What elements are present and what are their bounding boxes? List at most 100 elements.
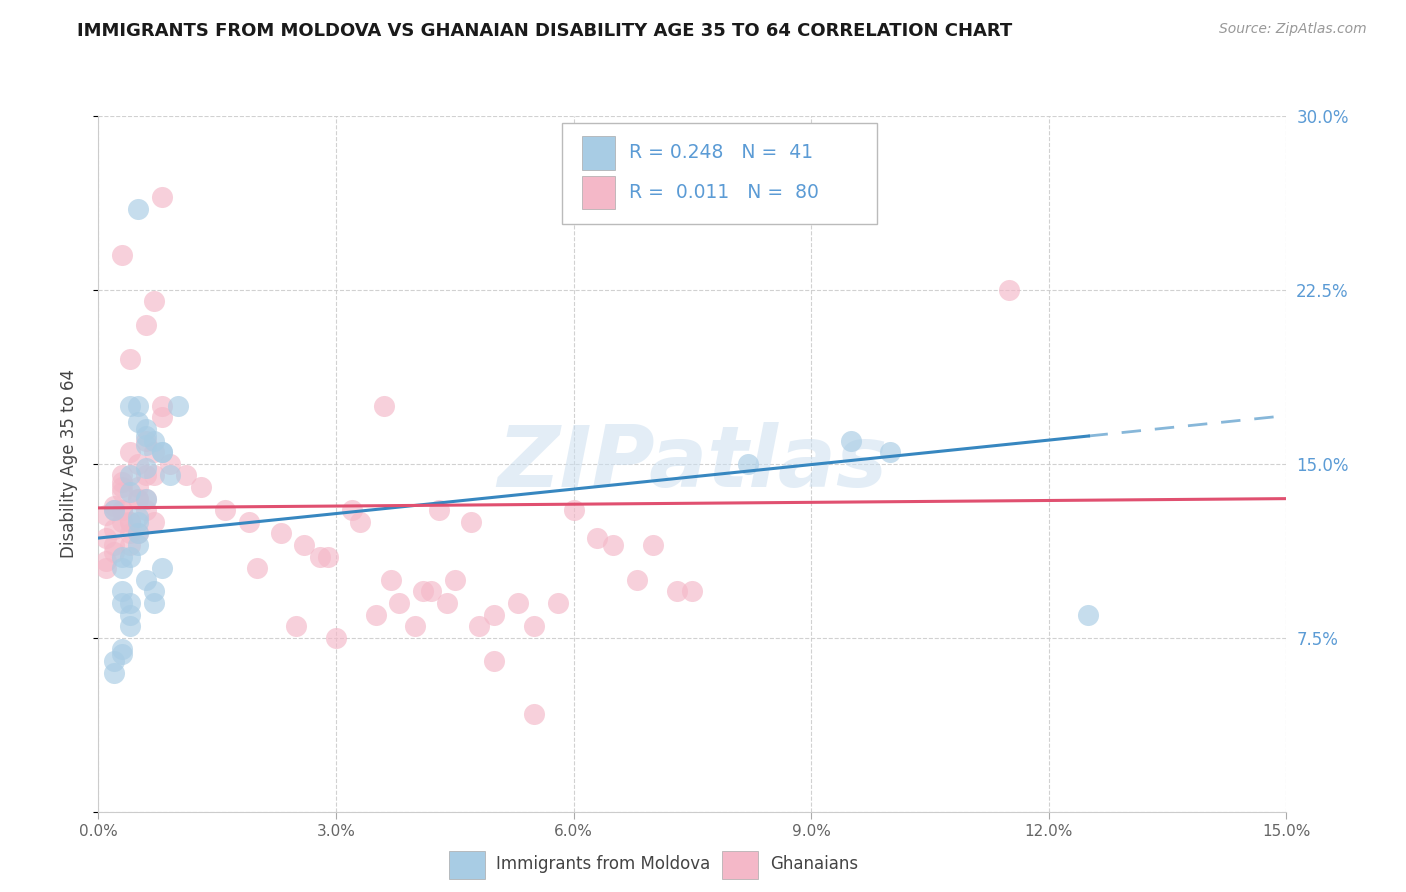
Y-axis label: Disability Age 35 to 64: Disability Age 35 to 64 <box>59 369 77 558</box>
Point <box>120 445 142 459</box>
Point <box>484 607 506 622</box>
Point <box>285 619 308 633</box>
Point <box>523 707 546 722</box>
Text: Ghanaians: Ghanaians <box>769 855 858 873</box>
Point <box>120 399 142 413</box>
Point <box>436 596 458 610</box>
Point <box>641 538 664 552</box>
Point <box>127 415 149 429</box>
Point <box>96 531 118 545</box>
Point <box>120 352 142 367</box>
Point <box>142 515 165 529</box>
Point <box>420 584 443 599</box>
Point <box>120 549 142 564</box>
Point <box>111 549 134 564</box>
Point <box>150 410 173 425</box>
Point <box>166 399 188 413</box>
Point <box>135 422 157 436</box>
Point <box>127 399 149 413</box>
Point <box>103 522 125 536</box>
Point <box>150 445 173 459</box>
Point <box>120 619 142 633</box>
Point <box>467 619 489 633</box>
Point <box>127 457 149 471</box>
Point <box>111 642 134 657</box>
Point <box>508 596 530 610</box>
Text: R = 0.248   N =  41: R = 0.248 N = 41 <box>630 144 814 162</box>
Point <box>142 584 165 599</box>
Bar <box>582 176 616 210</box>
Point <box>349 515 371 529</box>
Point <box>135 491 157 506</box>
Point <box>127 480 149 494</box>
Point <box>120 515 142 529</box>
Point <box>380 573 402 587</box>
Point <box>111 468 134 483</box>
Point <box>120 607 142 622</box>
Point <box>135 438 157 452</box>
Point <box>316 549 339 564</box>
Point <box>135 318 157 332</box>
Point <box>103 503 125 517</box>
Point <box>127 202 149 216</box>
Point <box>270 526 292 541</box>
Point <box>111 647 134 661</box>
Point <box>150 190 173 204</box>
Point <box>602 538 624 552</box>
Point <box>120 538 142 552</box>
Text: R =  0.011   N =  80: R = 0.011 N = 80 <box>630 183 820 202</box>
Point <box>562 503 585 517</box>
Text: ZIPatlas: ZIPatlas <box>498 422 887 506</box>
Point <box>111 484 134 499</box>
Point <box>111 596 134 610</box>
FancyBboxPatch shape <box>562 123 876 224</box>
Point <box>103 665 125 680</box>
Point <box>103 499 125 513</box>
Point <box>682 584 704 599</box>
Text: Immigrants from Moldova: Immigrants from Moldova <box>496 855 710 873</box>
Point <box>626 573 648 587</box>
Point <box>127 491 149 506</box>
Point <box>127 538 149 552</box>
Point <box>96 554 118 568</box>
Point <box>1077 607 1099 622</box>
Point <box>340 503 363 517</box>
Point <box>111 503 134 517</box>
Text: Source: ZipAtlas.com: Source: ZipAtlas.com <box>1219 22 1367 37</box>
Point <box>135 434 157 448</box>
Point <box>238 515 260 529</box>
Point <box>111 475 134 490</box>
Point <box>174 468 197 483</box>
Point <box>309 549 332 564</box>
Point <box>246 561 269 575</box>
Point <box>547 596 569 610</box>
Point <box>135 503 157 517</box>
Point <box>111 515 134 529</box>
Point <box>142 445 165 459</box>
Point <box>839 434 862 448</box>
Point <box>325 631 347 645</box>
Point <box>120 484 142 499</box>
Point <box>159 468 181 483</box>
Point <box>404 619 426 633</box>
Point <box>586 531 609 545</box>
Text: IMMIGRANTS FROM MOLDOVA VS GHANAIAN DISABILITY AGE 35 TO 64 CORRELATION CHART: IMMIGRANTS FROM MOLDOVA VS GHANAIAN DISA… <box>77 22 1012 40</box>
Point <box>103 654 125 668</box>
Point <box>103 538 125 552</box>
Point <box>150 445 173 459</box>
Point <box>388 596 411 610</box>
Point <box>127 515 149 529</box>
Point <box>214 503 236 517</box>
Point <box>96 561 118 575</box>
Point <box>142 434 165 448</box>
Point <box>127 526 149 541</box>
Point <box>127 491 149 506</box>
Point <box>998 283 1021 297</box>
Bar <box>723 851 758 880</box>
Point <box>292 538 315 552</box>
Point <box>135 468 157 483</box>
Point <box>111 503 134 517</box>
Point <box>373 399 395 413</box>
Point <box>135 429 157 443</box>
Point <box>523 619 546 633</box>
